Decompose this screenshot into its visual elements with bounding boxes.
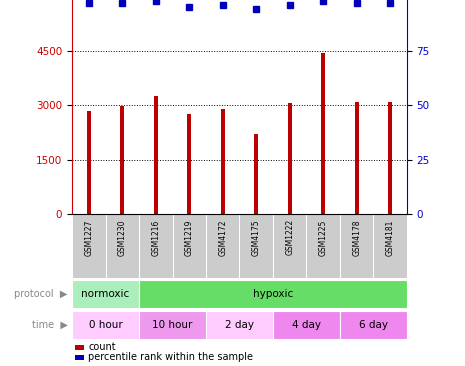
Text: 6 day: 6 day: [359, 320, 388, 330]
Bar: [187, 114, 191, 214]
Text: protocol  ▶: protocol ▶: [14, 289, 67, 299]
Text: GSM4178: GSM4178: [352, 219, 361, 256]
Text: 2 day: 2 day: [225, 320, 254, 330]
Bar: [355, 102, 359, 214]
Bar: [75, 355, 84, 360]
Text: time  ▶: time ▶: [32, 320, 67, 330]
Bar: [72, 280, 139, 308]
Bar: [340, 311, 407, 339]
Text: GSM4172: GSM4172: [218, 219, 227, 256]
Text: GSM1225: GSM1225: [319, 219, 328, 255]
Bar: [254, 134, 258, 214]
Text: GSM1216: GSM1216: [151, 219, 160, 255]
Bar: [72, 311, 139, 339]
Text: GSM4181: GSM4181: [385, 219, 395, 255]
Text: count: count: [88, 343, 116, 352]
Bar: [139, 280, 407, 308]
Text: 4 day: 4 day: [292, 320, 321, 330]
Bar: [87, 111, 91, 214]
Bar: [321, 53, 325, 214]
Bar: [154, 96, 158, 214]
Text: GSM1222: GSM1222: [285, 219, 294, 255]
Bar: [273, 311, 340, 339]
Text: GSM1230: GSM1230: [118, 219, 127, 256]
Bar: [120, 106, 124, 214]
Bar: [288, 104, 292, 214]
Bar: [221, 109, 225, 214]
Text: GSM1219: GSM1219: [185, 219, 194, 255]
Text: GSM4175: GSM4175: [252, 219, 261, 256]
Bar: [75, 345, 84, 350]
Text: 0 hour: 0 hour: [89, 320, 122, 330]
Bar: [139, 311, 206, 339]
Text: normoxic: normoxic: [81, 289, 130, 299]
Text: percentile rank within the sample: percentile rank within the sample: [88, 352, 253, 362]
Bar: [388, 102, 392, 214]
Text: hypoxic: hypoxic: [253, 289, 293, 299]
Bar: [206, 311, 273, 339]
Text: 10 hour: 10 hour: [153, 320, 193, 330]
Text: GSM1227: GSM1227: [84, 219, 93, 255]
